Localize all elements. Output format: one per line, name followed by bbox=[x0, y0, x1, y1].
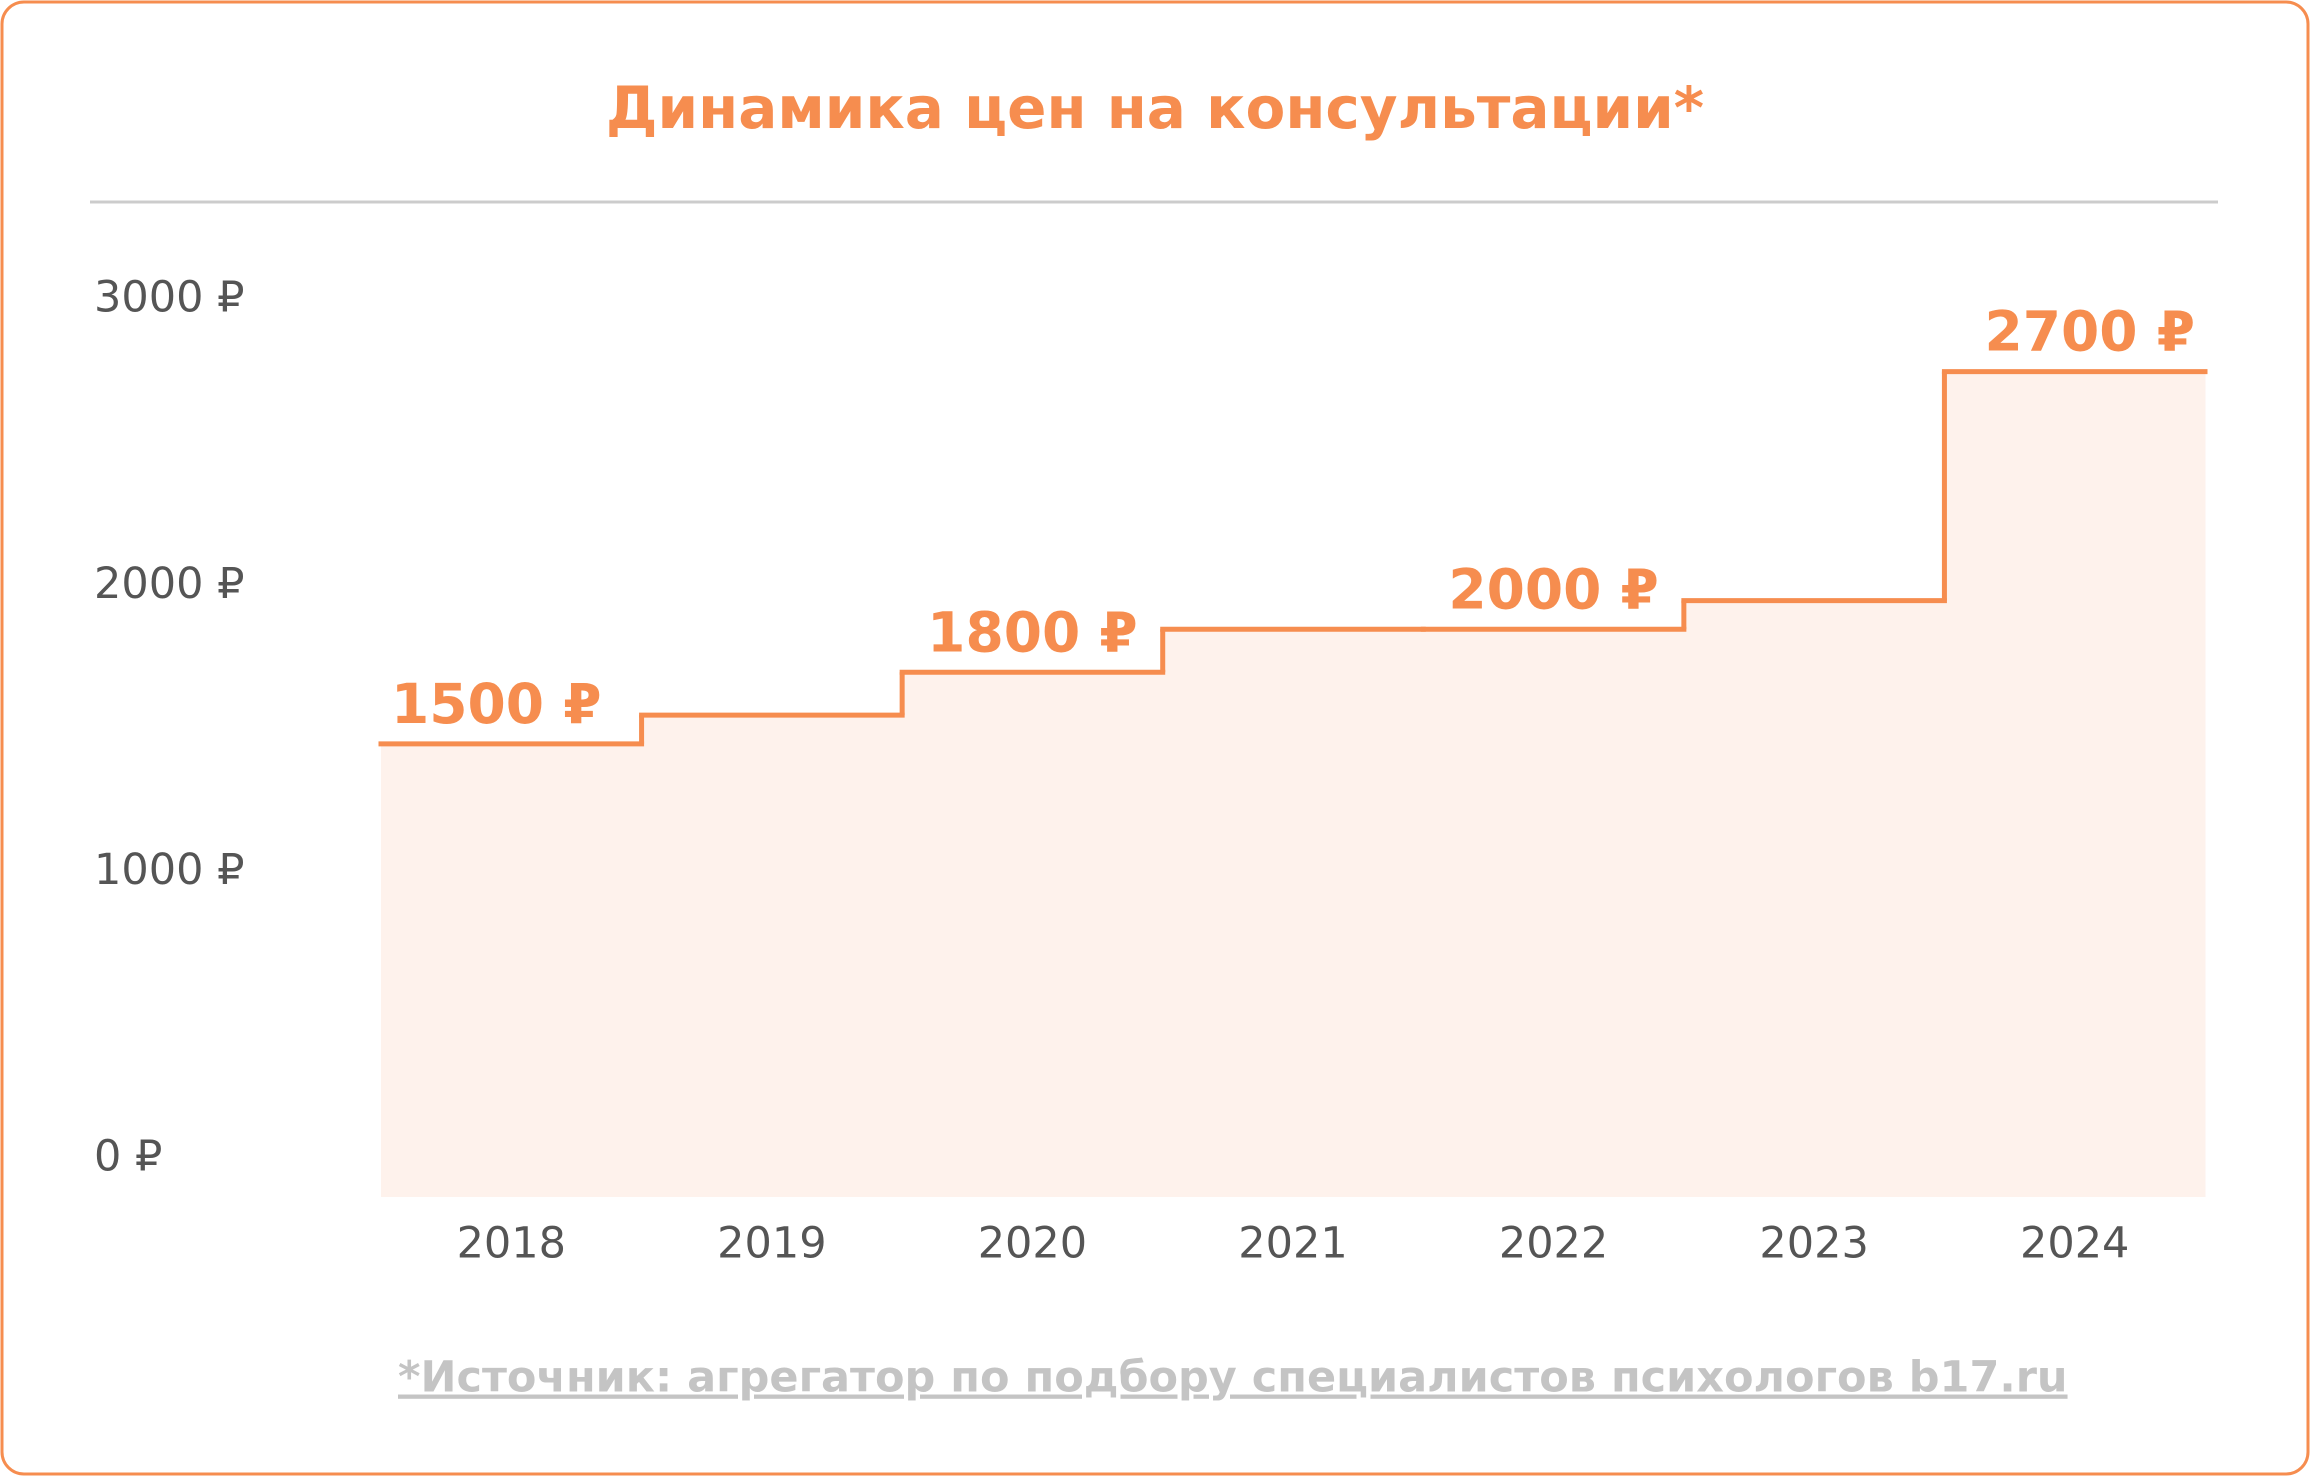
area-segment bbox=[381, 743, 643, 1197]
area-segment bbox=[1162, 629, 1424, 1197]
chart-title: Динамика цен на консультации* bbox=[606, 74, 1704, 142]
y-tick-label: 2000 ₽ bbox=[94, 559, 244, 609]
footnote[interactable]: *Источник: агрегатор по подбору специали… bbox=[398, 1353, 2068, 1403]
x-tick-label: 2019 bbox=[717, 1219, 826, 1269]
annotation: 2000 ₽ bbox=[1448, 557, 1659, 621]
x-tick-label: 2018 bbox=[457, 1219, 566, 1269]
annotation: 2700 ₽ bbox=[1985, 300, 2196, 364]
area-segment bbox=[641, 715, 903, 1197]
x-tick-label: 2023 bbox=[1759, 1219, 1868, 1269]
x-tick-label: 2021 bbox=[1238, 1219, 1347, 1269]
y-tick-label: 1000 ₽ bbox=[94, 845, 244, 895]
x-tick-label: 2020 bbox=[978, 1219, 1087, 1269]
y-tick-label: 3000 ₽ bbox=[94, 273, 244, 323]
area-segment bbox=[1683, 600, 1945, 1197]
area-segment bbox=[902, 672, 1164, 1197]
x-tick-label: 2022 bbox=[1499, 1219, 1608, 1269]
x-tick-label: 2024 bbox=[2020, 1219, 2129, 1269]
area-segment bbox=[1944, 371, 2206, 1197]
area-segment bbox=[1423, 629, 1685, 1197]
y-tick-label: 0 ₽ bbox=[94, 1132, 162, 1182]
annotation: 1800 ₽ bbox=[927, 600, 1138, 664]
annotation: 1500 ₽ bbox=[391, 672, 602, 736]
